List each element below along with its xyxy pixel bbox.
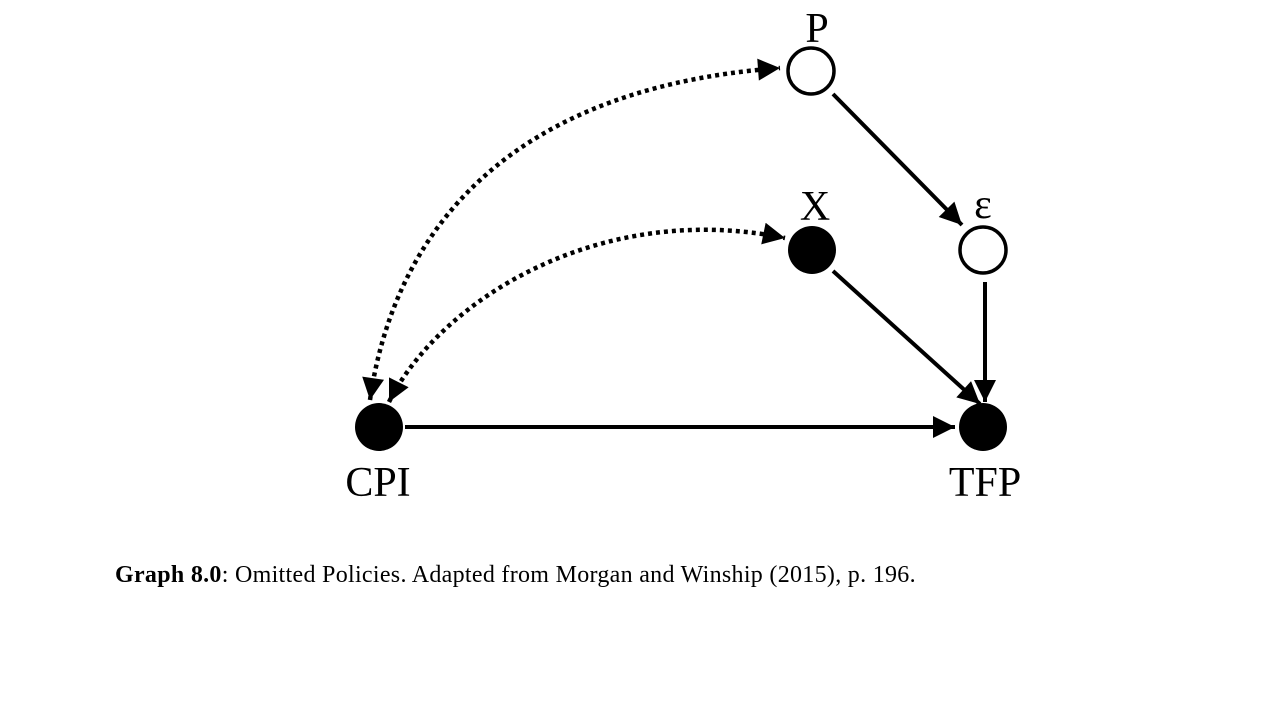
figure-caption: Graph 8.0: Omitted Policies. Adapted fro… [115,562,916,589]
node-tfp [959,403,1007,451]
edge-x-to-tfp [831,269,982,406]
node-epsilon [958,225,1008,275]
caption-text: : Omitted Policies. Adapted from Morgan … [221,562,916,588]
node-x [788,226,836,274]
node-label-p: P [805,6,828,52]
node-p [786,46,836,96]
edge-cpi-p-bidirected [362,58,781,401]
node-label-cpi: CPI [345,460,410,506]
node-label-x: X [800,184,830,230]
edge-cpi-x-bidirected [386,222,786,404]
caption-bold-label: Graph 8.0 [115,562,222,588]
node-label-tfp: TFP [949,460,1021,506]
edge-p-to-epsilon [831,92,964,227]
node-cpi [355,403,403,451]
node-label-epsilon: ε [974,182,992,228]
